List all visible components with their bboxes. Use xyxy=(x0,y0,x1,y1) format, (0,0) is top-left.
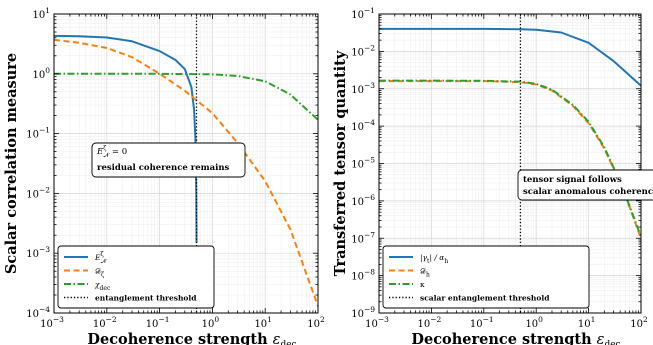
annotation-line-1: tensor signal follows xyxy=(523,175,622,185)
legend: |γt| / αh 𝒟hκ scalar entanglement threshol… xyxy=(382,245,590,309)
y-tick-label: 10−1 xyxy=(26,126,50,141)
series-line-3 xyxy=(379,79,641,238)
x-tick-label: 102 xyxy=(630,315,648,330)
y-tick-label: 10−5 xyxy=(351,156,375,171)
x-tick-label: 10−1 xyxy=(470,315,494,330)
plot-frame xyxy=(53,13,319,314)
legend-label: χdec xyxy=(94,280,111,292)
x-tick-label: 100 xyxy=(202,315,220,330)
y-tick-label: 10−8 xyxy=(351,268,375,283)
series-line-2 xyxy=(379,80,641,239)
y-tick-label: 10−9 xyxy=(351,305,375,320)
y-axis-title: Transferred tensor quantity xyxy=(332,50,349,276)
annotation-line-2: residual coherence remains xyxy=(97,163,230,173)
ticks xyxy=(53,13,319,314)
y-axis-title: Scalar correlation measure xyxy=(3,53,20,274)
y-tick-label: 10−4 xyxy=(351,118,375,133)
y-tick-label: 10−2 xyxy=(26,185,50,200)
annotation-line-2: scalar anomalous coherence xyxy=(523,187,653,197)
legend-label: entanglement threshold xyxy=(95,294,197,303)
series-line-1 xyxy=(379,27,641,87)
y-tick-label: 10−2 xyxy=(351,43,375,58)
ticks xyxy=(378,13,642,314)
x-tick-label: 10−3 xyxy=(365,315,389,330)
annotation-box xyxy=(91,142,246,178)
y-tick-label: 10−4 xyxy=(26,305,50,320)
legend-label: 𝒟h xyxy=(420,267,430,279)
series-line-3 xyxy=(54,72,318,121)
annotation: Eζ 𝒩 = 0 residual coherence remains xyxy=(91,142,246,178)
x-tick-label: 10−2 xyxy=(93,315,117,330)
x-tick-label: 102 xyxy=(307,315,325,330)
legend-label: Eζ 𝒩 xyxy=(94,251,108,265)
annotation-box xyxy=(517,169,653,201)
y-tick-label: 10−1 xyxy=(351,6,375,21)
legend-box xyxy=(382,245,590,309)
x-tick-label: 10−3 xyxy=(40,315,64,330)
y-tick-label: 10−6 xyxy=(351,193,375,208)
legend-box xyxy=(57,245,215,309)
x-axis-title: Decoherence strength εdec xyxy=(87,331,296,345)
x-tick-label: 101 xyxy=(578,315,596,330)
x-tick-label: 10−1 xyxy=(146,315,170,330)
legend-label: κ xyxy=(420,280,425,289)
right-panel: 10−3 10−2 10−1 100 101 102 10−9 10−8 10−7 10−6 10−… xyxy=(332,6,653,345)
annotation: tensor signal follows scalar anomalous co… xyxy=(517,169,653,201)
y-tick-label: 10−7 xyxy=(351,230,375,245)
y-tick-label: 100 xyxy=(32,66,50,81)
legend-label: |γt| / αh xyxy=(420,253,448,265)
series-line-2 xyxy=(54,38,318,307)
y-tick-label: 10−3 xyxy=(26,245,50,260)
annotation-line-1: Eζ 𝒩 = 0 xyxy=(96,145,127,159)
legend-label: 𝒟ζ xyxy=(95,267,105,279)
left-panel: 10−3 10−2 10−1 100 101 10210−410−310−210−1100… xyxy=(3,6,325,345)
y-tick-label: 10−3 xyxy=(351,81,375,96)
y-tick-label: 101 xyxy=(32,6,50,21)
x-tick-label: 10−2 xyxy=(418,315,442,330)
x-axis-title: Decoherence strength εdec xyxy=(411,331,620,345)
legend-label: scalar entanglement threshold xyxy=(420,294,550,303)
x-tick-label: 100 xyxy=(525,315,543,330)
x-tick-label: 101 xyxy=(254,315,272,330)
